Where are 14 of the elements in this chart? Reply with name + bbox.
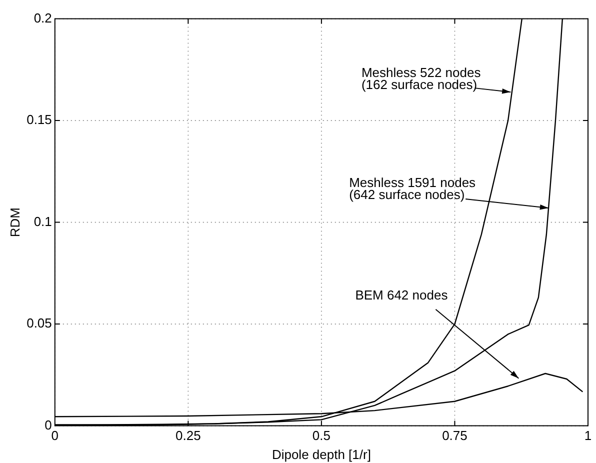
y-axis-title: RDM <box>7 207 22 238</box>
x-tick-label: 0.25 <box>176 428 201 444</box>
x-tick-label: 0.5 <box>312 428 330 444</box>
x-axis-title: Dipole depth [1/r] <box>272 446 371 462</box>
y-tick-label: 0.1 <box>34 214 52 229</box>
x-tick-label: 0.75 <box>442 428 468 444</box>
annotation: Meshless 1591 nodes (642 surface nodes) <box>349 175 476 202</box>
annotation: Meshless 522 nodes (162 surface nodes) <box>361 65 482 92</box>
y-tick-label: 0.2 <box>34 10 52 26</box>
x-tick-label: 1 <box>584 428 592 444</box>
y-tick-label: 0.05 <box>26 316 52 331</box>
y-tick-label: 0 <box>44 417 52 432</box>
annotation: BEM 642 nodes <box>355 287 448 302</box>
y-tick-label: 0.15 <box>26 112 52 128</box>
